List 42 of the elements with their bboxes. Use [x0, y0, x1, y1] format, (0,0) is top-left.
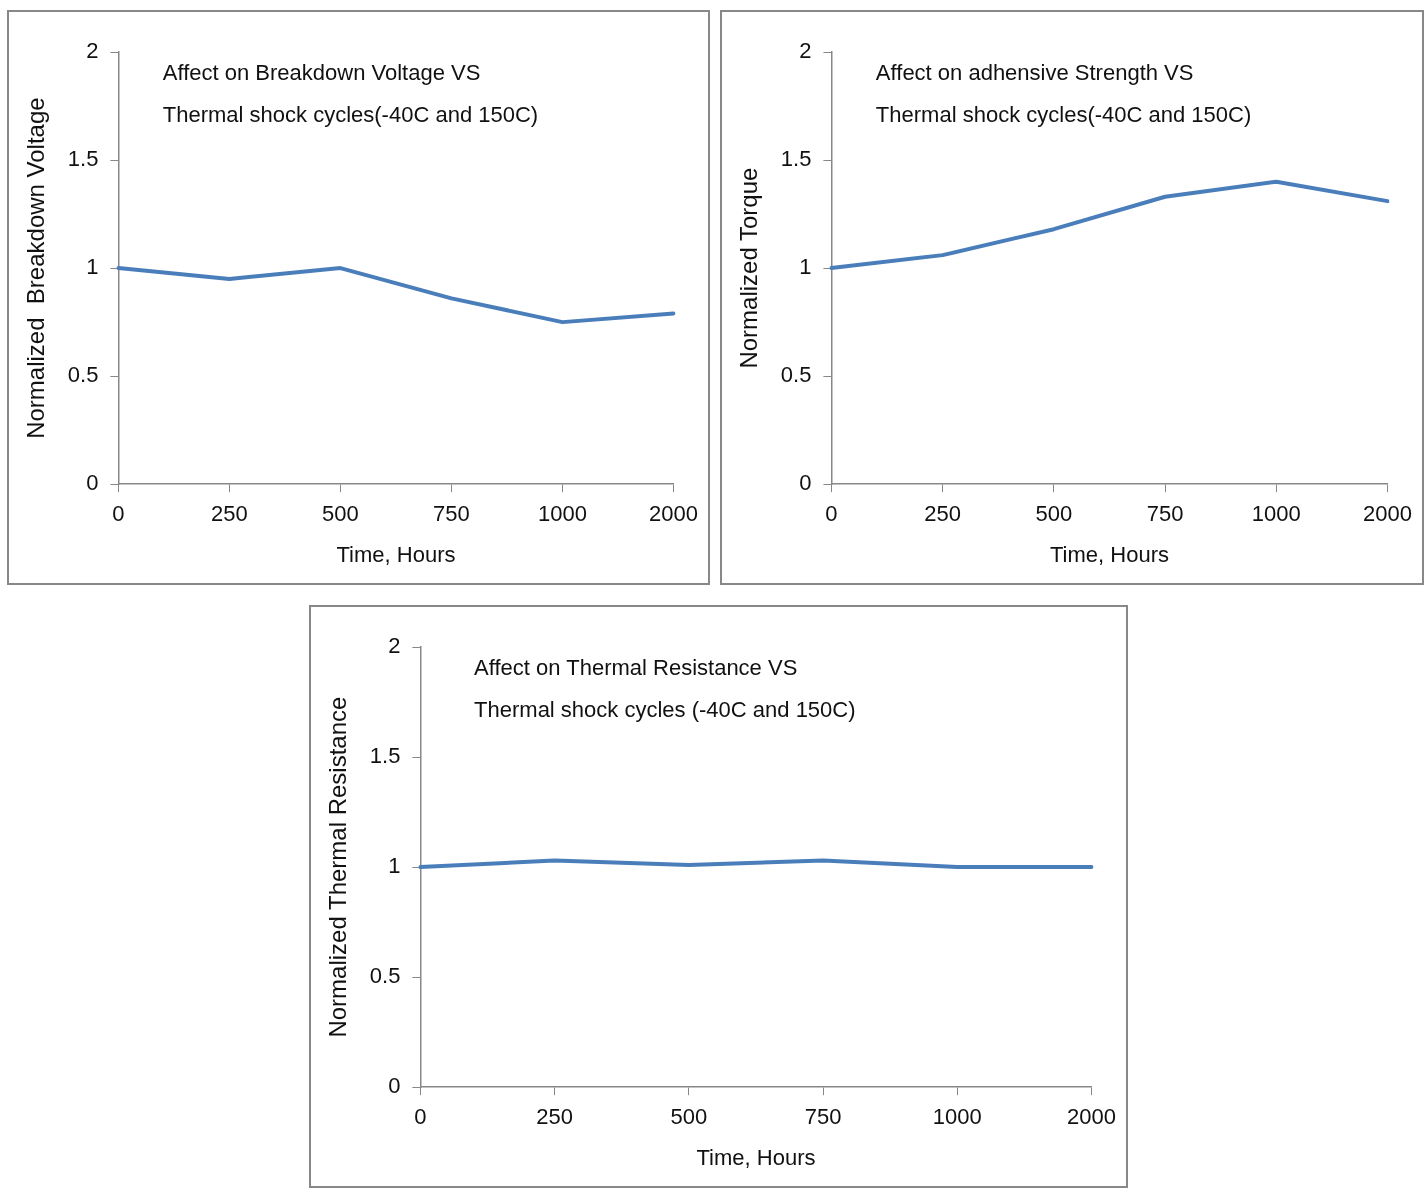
text: Affect on adhensive Strength VS Thermal shock cycles(-40C and 150C) [875, 60, 1252, 128]
x-tick-label: 250 [211, 501, 248, 527]
x-tick-label: 250 [924, 501, 961, 527]
y-axis-title: Normalized Breakdown Voltage [22, 97, 50, 439]
y-axis-title: Normalized Thermal Resistance [324, 696, 352, 1038]
y-tick-label: 0.5 [780, 362, 812, 388]
x-tick-label: 750 [433, 501, 470, 527]
y-tick-label: 0.5 [369, 963, 401, 989]
y-tick-label: 2 [86, 38, 99, 64]
x-axis-title: Time, Hours [336, 541, 456, 567]
x-tick-label: 0 [414, 1104, 427, 1130]
x-tick-label: 2000 [649, 501, 699, 527]
x-tick-label: 2000 [1067, 1104, 1117, 1130]
y-tick-label: 0 [799, 470, 812, 496]
x-tick-label: 750 [1146, 501, 1184, 527]
y-tick-label: 1 [86, 254, 99, 280]
x-tick-label: 0 [825, 501, 838, 527]
y-tick-label: 0.5 [67, 362, 99, 388]
y-tick-label: 1.5 [67, 146, 99, 172]
y-tick-label: 0 [86, 470, 99, 496]
y-tick-label: 2 [388, 633, 401, 659]
y-axis-title: Normalized Torque [735, 167, 763, 369]
x-tick-label: 2000 [1363, 501, 1413, 527]
x-tick-label: 0 [112, 501, 125, 527]
y-tick-label: 2 [799, 38, 812, 64]
text: Affect on Breakdown Voltage VS Thermal shock cycles(-40C and 150C) [162, 60, 539, 128]
x-tick-label: 750 [804, 1104, 842, 1130]
y-tick-label: 1 [388, 853, 401, 879]
x-axis-title: Time, Hours [1049, 541, 1169, 567]
y-tick-label: 1.5 [369, 743, 401, 769]
x-tick-label: 1000 [932, 1104, 982, 1130]
x-tick-label: 1000 [1251, 501, 1301, 527]
x-tick-label: 1000 [538, 501, 587, 527]
x-tick-label: 500 [670, 1104, 708, 1130]
y-tick-label: 1.5 [780, 146, 812, 172]
y-tick-label: 0 [388, 1073, 401, 1099]
x-tick-label: 500 [1035, 501, 1073, 527]
text: Affect on Thermal Resistance VS Thermal shock cycles (-40C and 150C) [474, 655, 856, 723]
x-tick-label: 250 [536, 1104, 573, 1130]
x-axis-title: Time, Hours [696, 1144, 816, 1170]
y-tick-label: 1 [799, 254, 812, 280]
x-tick-label: 500 [322, 501, 359, 527]
